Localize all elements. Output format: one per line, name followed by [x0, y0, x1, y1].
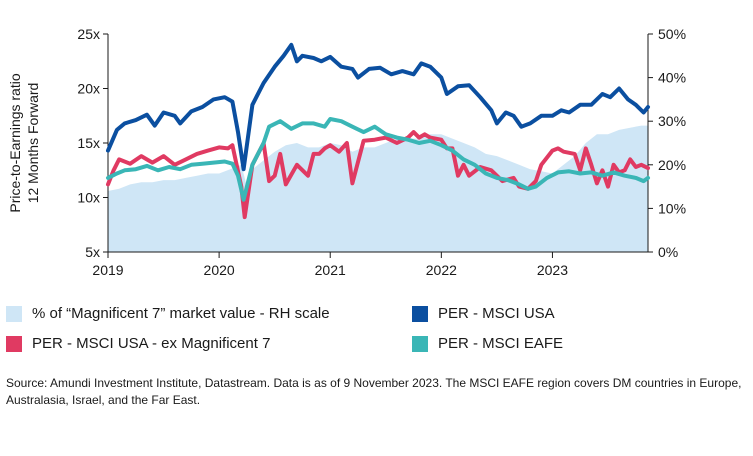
legend-label: PER - MSCI USA	[438, 305, 555, 322]
left-tick-label: 5x	[85, 244, 100, 260]
x-tick-label: 2020	[204, 262, 235, 278]
axes-layer	[103, 33, 653, 258]
legend-label: PER - MSCI USA - ex Magnificent 7	[32, 335, 271, 352]
legend-swatch-msci-eafe	[412, 335, 428, 352]
tick-labels: 5x 10x 15x 20x 25x 0% 10% 20% 30% 40% 50% 2019 2020 2…	[77, 26, 686, 278]
right-tick-label: 0%	[658, 244, 678, 260]
right-tick-label: 50%	[658, 26, 686, 42]
x-tick-label: 2022	[426, 262, 457, 278]
lines-layer	[106, 42, 650, 220]
right-tick-label: 30%	[658, 113, 686, 129]
legend: % of “Magnificent 7” market value - RH s…	[0, 305, 753, 365]
legend-item-msci-usa-ex-mag7: PER - MSCI USA - ex Magnificent 7	[6, 335, 270, 352]
legend-swatch-msci-usa-ex-mag7	[6, 335, 22, 352]
legend-item-magnificent7-share: % of “Magnificent 7” market value - RH s…	[6, 305, 330, 322]
y-axis-label-line2: 12 Months Forward	[25, 83, 41, 204]
legend-label: PER - MSCI EAFE	[438, 335, 564, 352]
area-layer	[108, 125, 648, 252]
x-tick-label: 2019	[92, 262, 123, 278]
legend-swatch-msci-usa	[412, 305, 428, 322]
left-tick-label: 25x	[77, 26, 100, 42]
legend-item-msci-usa: PER - MSCI USA	[412, 305, 555, 322]
pe-ratio-chart: 5x 10x 15x 20x 25x 0% 10% 20% 30% 40% 50% 2019 2020 2…	[7, 26, 686, 278]
left-tick-label: 20x	[77, 81, 100, 97]
right-tick-label: 20%	[658, 157, 686, 173]
source-note: Source: Amundi Investment Institute, Dat…	[6, 376, 742, 407]
legend-label: % of “Magnificent 7” market value - RH s…	[32, 305, 330, 322]
x-tick-label: 2021	[315, 262, 346, 278]
legend-swatch-area	[6, 305, 22, 322]
x-tick-label: 2023	[537, 262, 568, 278]
series-line-msci-eafe	[106, 117, 650, 202]
legend-item-msci-eafe: PER - MSCI EAFE	[412, 335, 563, 352]
y-axis-label-line1: Price-to-Earnings ratio	[7, 73, 23, 212]
series-area-magnificent7-share	[108, 125, 648, 252]
left-tick-label: 15x	[77, 135, 100, 151]
left-tick-label: 10x	[77, 190, 100, 206]
right-tick-label: 10%	[658, 200, 686, 216]
series-line-msci-usa	[106, 42, 650, 172]
right-tick-label: 40%	[658, 70, 686, 86]
